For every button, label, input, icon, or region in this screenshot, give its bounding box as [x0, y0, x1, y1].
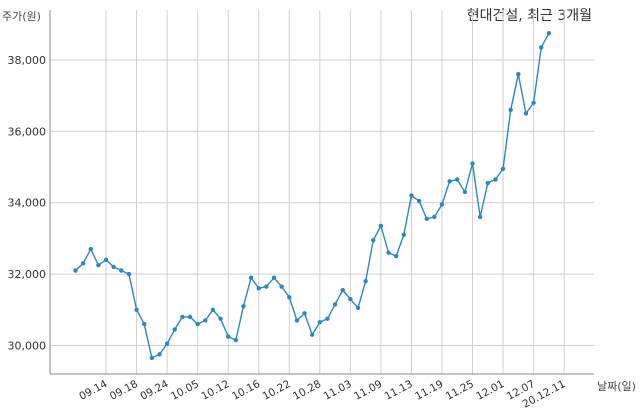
data-point — [279, 284, 284, 289]
data-point — [523, 111, 529, 116]
data-point — [432, 214, 437, 220]
y-tick-label: 34,000 — [8, 197, 47, 210]
series-layer — [73, 30, 552, 361]
y-tick-label: 38,000 — [8, 54, 47, 67]
data-point — [187, 314, 193, 320]
data-point — [126, 271, 132, 277]
data-point — [470, 161, 475, 166]
x-tick-label: 09.24 — [138, 378, 170, 403]
data-point — [134, 307, 139, 312]
x-tick-label: 10.28 — [291, 378, 323, 403]
data-point — [302, 311, 307, 316]
data-point — [164, 341, 170, 346]
x-tick-label: 11.25 — [444, 378, 476, 403]
x-tick-label: 09.18 — [108, 378, 140, 403]
y-tick-label: 32,000 — [8, 268, 47, 281]
data-point — [401, 232, 407, 238]
y-tick-label: 36,000 — [8, 125, 47, 138]
data-point — [248, 275, 254, 280]
data-point — [80, 261, 86, 266]
x-tick-label: 10.12 — [199, 378, 231, 403]
data-point — [203, 318, 208, 323]
data-point — [409, 193, 414, 198]
data-point — [271, 275, 277, 280]
data-point — [340, 287, 345, 293]
data-point — [88, 246, 93, 252]
data-point — [96, 262, 101, 268]
data-point — [149, 355, 155, 361]
data-point — [233, 337, 239, 343]
chart-title: 현대건설, 최근 3개월 — [466, 8, 592, 24]
grid-layer — [50, 10, 594, 374]
data-point — [455, 177, 460, 182]
data-point — [264, 284, 269, 289]
axis-layer: 30,000 32,000 34,000 36,000 38,000 09.1409.18… — [8, 10, 594, 411]
data-point — [287, 295, 292, 300]
data-point — [210, 307, 216, 312]
data-point — [424, 216, 429, 221]
price-line — [75, 32, 550, 359]
x-tick-label: 11.19 — [413, 378, 445, 403]
x-tick-label: 10.22 — [261, 378, 293, 403]
data-point — [256, 286, 261, 291]
data-point — [500, 166, 506, 172]
data-point — [218, 316, 223, 321]
data-point — [462, 189, 468, 195]
data-point — [103, 257, 109, 263]
data-point — [348, 296, 353, 302]
data-point — [386, 250, 391, 255]
data-point — [317, 320, 323, 325]
data-point — [325, 316, 330, 321]
data-point — [447, 179, 452, 184]
x-tick-label: 12.01 — [474, 378, 506, 403]
x-tick-label: 11.09 — [352, 378, 384, 403]
data-point — [477, 214, 483, 220]
data-point — [493, 177, 498, 182]
data-point — [363, 279, 368, 284]
x-tick-label: 11.03 — [322, 378, 354, 403]
data-point — [142, 321, 147, 327]
data-point — [378, 223, 384, 229]
data-point — [485, 180, 490, 186]
x-axis-label: 날짜(일) — [597, 380, 636, 393]
data-point — [241, 303, 246, 309]
y-tick-label: 30,000 — [8, 339, 47, 352]
data-point — [172, 327, 177, 332]
data-point — [226, 334, 231, 339]
data-point — [531, 100, 536, 105]
data-point — [546, 30, 552, 36]
data-point — [294, 318, 300, 323]
x-tick-label: 10.05 — [169, 378, 201, 403]
data-point — [539, 45, 544, 50]
x-tick-label: 09.14 — [77, 378, 109, 403]
data-point — [157, 352, 162, 357]
data-point — [332, 302, 338, 307]
y-axis-label: 주가(원) — [2, 10, 41, 23]
data-point — [309, 332, 315, 337]
data-point — [73, 268, 78, 273]
data-point — [119, 268, 124, 273]
x-tick-label: 10.16 — [230, 378, 262, 403]
data-point — [195, 321, 200, 327]
data-point — [516, 72, 521, 77]
data-point — [111, 264, 116, 270]
data-point — [508, 107, 513, 113]
data-point — [439, 202, 445, 207]
x-tick-label: 11.13 — [383, 378, 415, 403]
data-point — [393, 254, 399, 259]
data-point — [371, 237, 376, 243]
data-point — [180, 314, 185, 320]
data-point — [355, 305, 361, 311]
data-point — [416, 198, 422, 204]
